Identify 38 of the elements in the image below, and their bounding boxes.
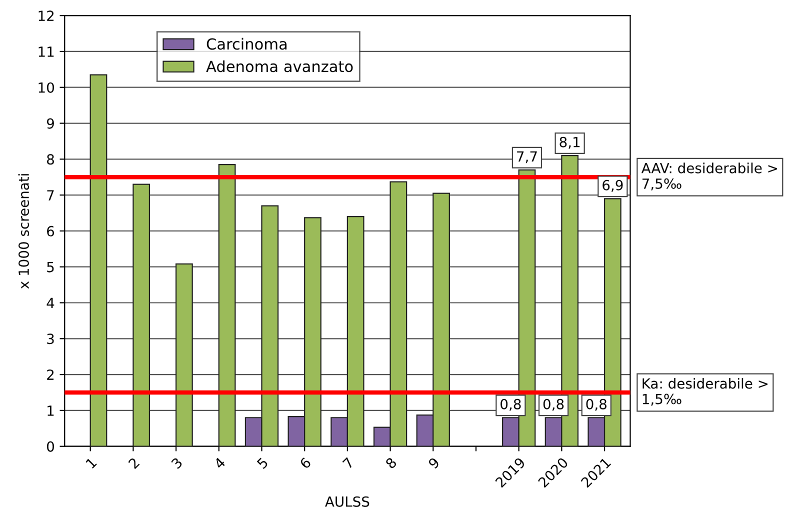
legend-label: Adenoma avanzato <box>206 60 353 72</box>
x-tick-label: 9 <box>428 456 440 470</box>
x-tick-label: 1 <box>85 457 97 469</box>
data-label: 0,8 <box>543 398 564 411</box>
y-tick-label: 1 <box>48 406 54 416</box>
data-label: 6,9 <box>602 180 623 192</box>
data-label: 0,8 <box>586 398 606 411</box>
data-label: 8,1 <box>560 136 580 149</box>
y-tick-label: 2 <box>47 370 54 380</box>
y-tick-label: 9 <box>46 118 54 129</box>
x-tick-label: 6 <box>299 456 312 470</box>
data-label: 0,8 <box>500 398 521 411</box>
bar <box>90 74 108 446</box>
y-tick-label: 0 <box>46 441 54 452</box>
y-tick-label: 8 <box>47 154 54 165</box>
y-tick-label: 6 <box>47 226 54 236</box>
y-tick-label: 3 <box>47 334 54 344</box>
data-label: 7,7 <box>517 151 537 164</box>
y-tick-label: 12 <box>38 10 54 21</box>
y-tick-label: 5 <box>47 262 54 272</box>
bar <box>132 184 150 446</box>
legend-label: Carcinoma <box>206 38 287 50</box>
y-tick-label: 4 <box>46 298 54 308</box>
y-tick-label: 10 <box>38 82 54 93</box>
bar <box>175 263 193 446</box>
bar <box>218 164 236 446</box>
x-tick-label: 4 <box>213 456 226 470</box>
x-tick-label: 2 <box>128 457 140 470</box>
x-axis-title: AULSS <box>325 496 370 507</box>
x-tick-label: 8 <box>384 456 398 470</box>
ref-line-label: Ka: desiderabile > 1,5‰ <box>642 378 768 406</box>
y-axis-title: x 1000 screenati <box>18 174 29 289</box>
ref-line-label: AAV: desiderabile > 7,5‰ <box>641 162 778 190</box>
y-tick-label: 11 <box>38 46 54 57</box>
y-tick-label: 7 <box>47 190 54 200</box>
x-tick-label: 5 <box>256 457 268 470</box>
x-tick-label: 7 <box>342 457 354 469</box>
x-tick-label: 3 <box>170 457 183 470</box>
